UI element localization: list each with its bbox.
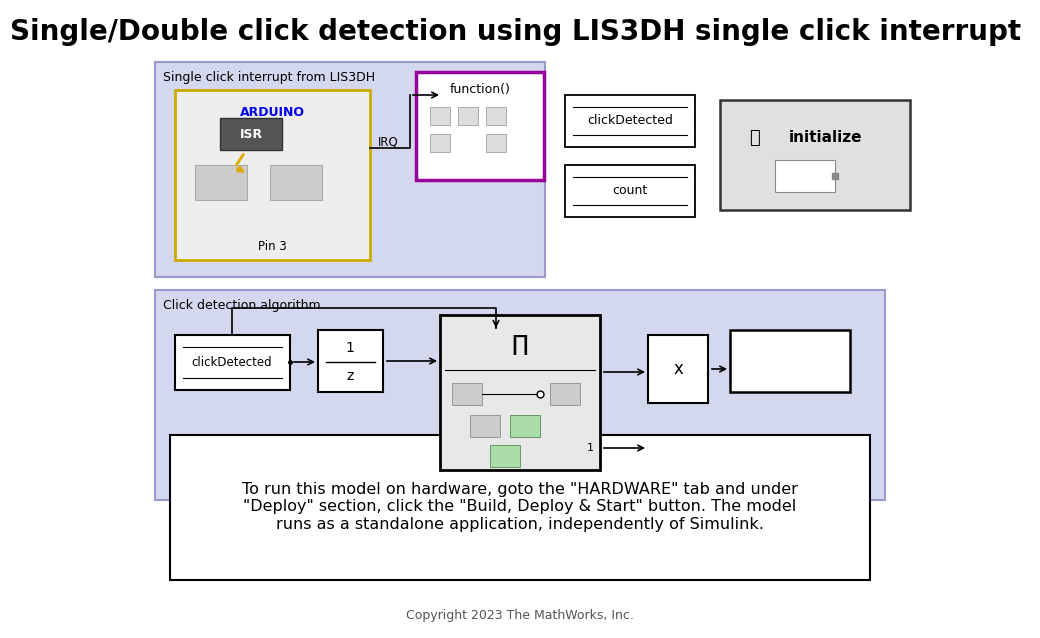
- Bar: [565, 95, 695, 147]
- Bar: [270, 165, 322, 200]
- Bar: [648, 335, 708, 403]
- Bar: [175, 335, 290, 390]
- Text: initialize: initialize: [788, 131, 862, 145]
- Bar: [730, 330, 850, 392]
- Text: 1: 1: [345, 341, 355, 355]
- Text: 1: 1: [587, 443, 594, 453]
- Text: Click detection algorithm: Click detection algorithm: [163, 299, 320, 313]
- Bar: [565, 165, 695, 217]
- Bar: [430, 134, 450, 152]
- Text: x: x: [673, 360, 683, 378]
- Text: Single/Double click detection using LIS3DH single click interrupt: Single/Double click detection using LIS3…: [10, 18, 1021, 46]
- Text: ARDUINO: ARDUINO: [239, 105, 305, 119]
- Text: count: count: [613, 184, 648, 198]
- Bar: [486, 134, 506, 152]
- Text: ⏻: ⏻: [750, 129, 760, 147]
- Text: Copyright 2023 The MathWorks, Inc.: Copyright 2023 The MathWorks, Inc.: [406, 609, 634, 621]
- Bar: [510, 415, 540, 437]
- Bar: [452, 383, 482, 405]
- Text: clickDetected: clickDetected: [191, 355, 272, 369]
- Bar: [720, 100, 910, 210]
- Bar: [440, 315, 600, 470]
- Bar: [416, 72, 544, 180]
- Text: To run this model on hardware, goto the "HARDWARE" tab and under
"Deploy" sectio: To run this model on hardware, goto the …: [242, 482, 798, 532]
- Bar: [550, 383, 580, 405]
- Bar: [196, 165, 248, 200]
- Bar: [490, 445, 520, 467]
- Bar: [775, 160, 835, 192]
- Bar: [220, 118, 282, 150]
- Bar: [155, 62, 545, 277]
- Text: clickDetected: clickDetected: [587, 114, 673, 128]
- Bar: [430, 107, 450, 125]
- Text: ∏: ∏: [512, 335, 528, 355]
- Bar: [318, 330, 383, 392]
- Bar: [155, 290, 885, 500]
- Bar: [486, 107, 506, 125]
- Text: ISR: ISR: [239, 128, 262, 140]
- Text: function(): function(): [449, 84, 511, 96]
- Bar: [170, 435, 870, 580]
- Text: Pin 3: Pin 3: [258, 239, 286, 253]
- Bar: [458, 107, 478, 125]
- Text: IRQ: IRQ: [378, 135, 398, 149]
- Text: z: z: [346, 369, 354, 383]
- Bar: [175, 90, 370, 260]
- Bar: [470, 415, 500, 437]
- Text: Single click interrupt from LIS3DH: Single click interrupt from LIS3DH: [163, 71, 375, 84]
